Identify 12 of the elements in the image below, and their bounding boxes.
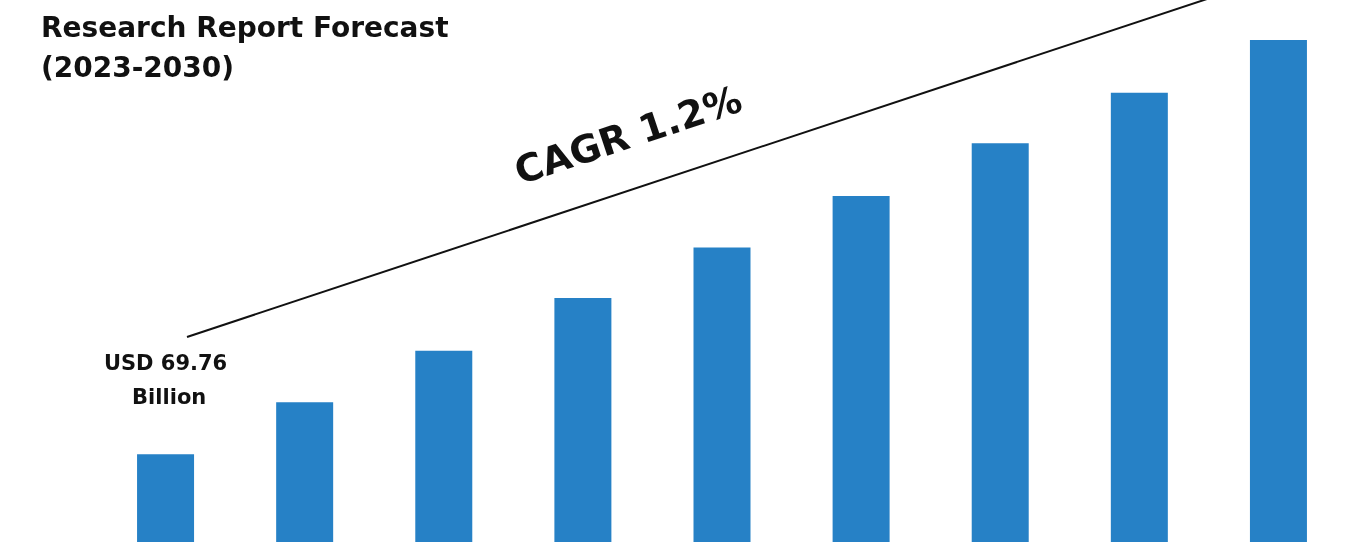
bar (693, 247, 751, 542)
bar (971, 143, 1029, 542)
data-label: USD 69.76 Billion (103, 351, 228, 410)
annotation: CAGR 1.2% (509, 77, 748, 194)
bar (832, 196, 890, 542)
chart-title: Research Report Forecast (2023-2030) (41, 10, 459, 84)
bar (137, 454, 195, 542)
bar (415, 350, 473, 542)
bar (554, 297, 612, 542)
bar (276, 402, 334, 542)
bar (1249, 40, 1307, 542)
bar (1110, 92, 1168, 542)
